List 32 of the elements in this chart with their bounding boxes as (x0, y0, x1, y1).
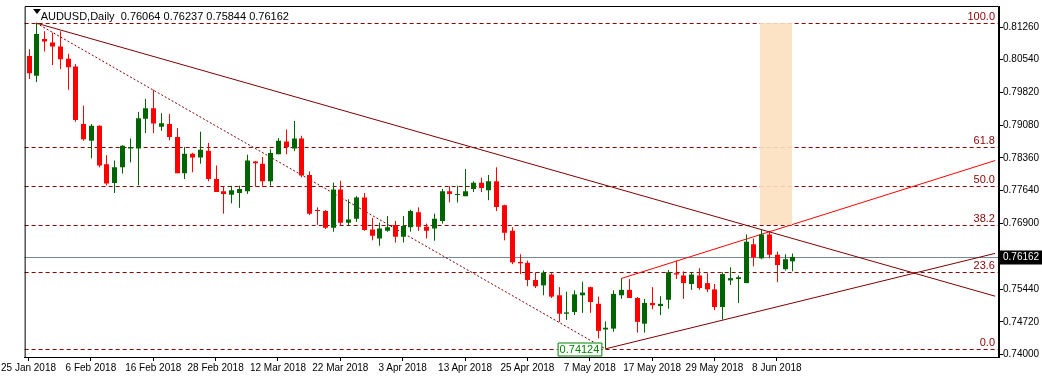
chart-title: AUDUSD,Daily 0.76064 0.76237 0.75844 0.76162 (40, 10, 289, 23)
y-tick-label: 0.81260 (1003, 20, 1040, 32)
y-tick-label: 0.78360 (1003, 151, 1040, 163)
x-tick-label: 8 Jun 2018 (752, 361, 803, 373)
y-tick-label: 0.75440 (1003, 283, 1040, 295)
y-tick-label: 0.74000 (1003, 348, 1040, 360)
ref-line-label: 0.74124 (559, 342, 600, 355)
annotation: 38.2 (973, 211, 995, 224)
x-tick-label: 25 Jan 2018 (1, 361, 57, 373)
y-tick-label: 0.74720 (1003, 315, 1040, 327)
y-tick-label: 0.76900 (1003, 217, 1040, 229)
annotation: 61.8 (973, 133, 995, 146)
x-tick-label: 22 Mar 2018 (312, 361, 369, 373)
x-tick-label: 29 May 2018 (685, 361, 744, 373)
x-tick-label: 28 Feb 2018 (187, 361, 245, 373)
x-tick-label: 25 Apr 2018 (500, 361, 555, 373)
x-tick-label: 13 Apr 2018 (438, 361, 493, 373)
x-tick-label: 16 Feb 2018 (125, 361, 182, 373)
annotation: 0.0 (979, 335, 995, 348)
x-tick-label: 6 Feb 2018 (65, 361, 117, 373)
annotation: 50.0 (973, 172, 995, 185)
ref-line-label: 0.76162 (1003, 251, 1040, 263)
y-tick-label: 0.77640 (1003, 184, 1040, 196)
x-tick-label: 12 Mar 2018 (249, 361, 307, 373)
x-tick-label: 3 Apr 2018 (378, 361, 428, 373)
y-tick-label: 0.80540 (1003, 53, 1040, 65)
y-tick-label: 0.79820 (1003, 85, 1040, 97)
x-tick-label: 17 May 2018 (623, 361, 682, 373)
y-tick-label: 0.79080 (1003, 119, 1040, 131)
x-tick-label: 7 May 2018 (563, 361, 617, 373)
annotation: 23.6 (973, 258, 995, 271)
annotation: 100.0 (967, 9, 995, 22)
